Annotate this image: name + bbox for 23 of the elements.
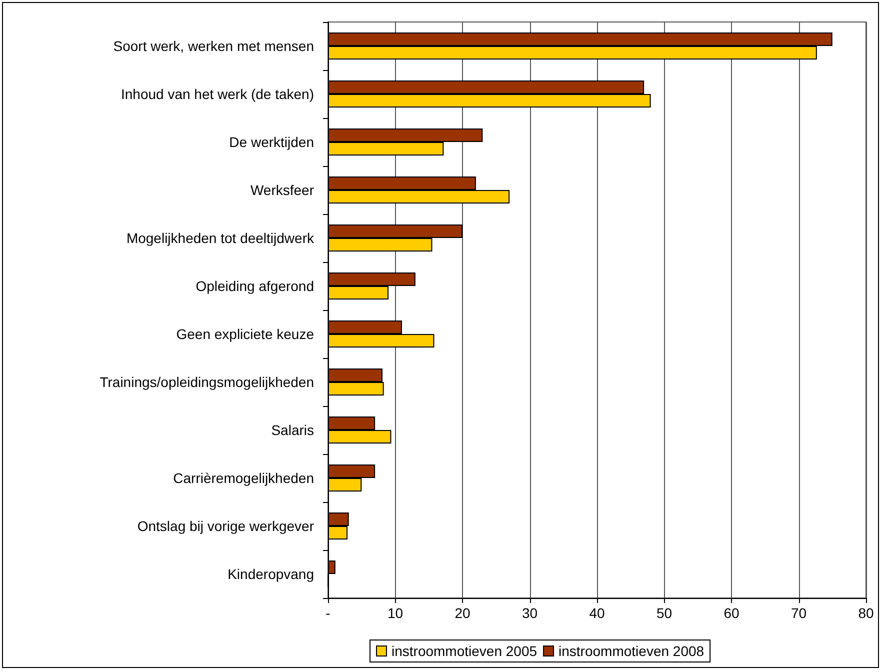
y-tick-label: Kinderopvang	[228, 566, 314, 582]
y-tick-label: Mogelijkheden tot deeltijdwerk	[126, 230, 315, 246]
x-tick-label: 80	[858, 605, 874, 621]
y-tick-label: Ontslag bij vorige werkgever	[137, 518, 314, 534]
y-tick-label: Opleiding afgerond	[196, 278, 314, 294]
x-tick-label: 60	[724, 605, 740, 621]
legend-label: instroommotieven 2008	[558, 643, 704, 659]
y-tick-label: Soort werk, werken met mensen	[113, 38, 314, 54]
y-tick-label: Salaris	[271, 422, 314, 438]
x-tick-label: 50	[656, 605, 672, 621]
x-tick-label: -	[326, 605, 331, 621]
x-tick-label: 40	[589, 605, 605, 621]
y-tick-label: Carrièremogelijkheden	[173, 470, 314, 486]
legend-label: instroommotieven 2005	[392, 643, 538, 659]
y-tick-label: Trainings/opleidingsmogelijkheden	[100, 374, 314, 390]
y-tick-label: Inhoud van het werk (de taken)	[120, 86, 314, 102]
y-tick-label: De werktijden	[229, 134, 314, 150]
x-tick-label: 10	[387, 605, 404, 621]
y-tick-label: Geen expliciete keuze	[176, 326, 314, 342]
x-tick-label: 70	[790, 605, 807, 621]
x-tick-label: 30	[522, 605, 538, 621]
y-tick-label: Werksfeer	[250, 182, 314, 198]
x-tick-label: 20	[454, 605, 470, 621]
